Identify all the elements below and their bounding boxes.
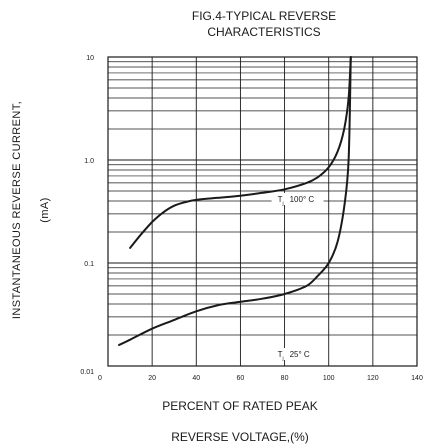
curve-tj-25c (118, 56, 352, 346)
x-tick-label: 40 (192, 375, 200, 382)
curve-label-background (271, 192, 324, 205)
curves-group: Tj 100° C Tj 25° C (118, 56, 352, 362)
x-axis-label-line-2: REVERSE VOLTAGE,(%) (171, 430, 309, 444)
curve-label-background (271, 348, 324, 361)
curve-label: Tj 100° C (278, 195, 315, 207)
x-tick-label: 80 (281, 375, 289, 382)
y-tick-label: 0.1 (84, 261, 94, 268)
y-axis-unit-label: (mA) (39, 197, 51, 222)
x-tick-label: 140 (411, 375, 423, 382)
x-tick-label: 60 (237, 375, 245, 382)
x-axis-label-line-1: PERCENT OF RATED PEAK (162, 399, 318, 413)
x-tick-label: 20 (148, 375, 156, 382)
x-tick-label: 120 (367, 375, 379, 382)
y-tick-label: 0.01 (80, 369, 94, 376)
y-tick-label: 10 (86, 55, 94, 62)
axis-ticks: 0 20 40 60 80 100 120 140 0.01 0.1 1.0 10 (80, 55, 423, 382)
x-tick-label: 100 (323, 375, 335, 382)
curve-label: Tj 25° C (278, 350, 310, 362)
y-axis-label: INSTANTANEOUS REVERSE CURRENT, (11, 101, 23, 319)
x-tick-label: 0 (98, 375, 102, 382)
y-tick-label: 1.0 (84, 158, 94, 165)
plot-area-frame (107, 56, 418, 367)
curve-tj-100c (129, 56, 352, 249)
chart-title-line-1: FIG.4-TYPICAL REVERSE (192, 9, 336, 23)
plot-grid (108, 57, 417, 366)
chart-title-line-2: CHARACTERISTICS (207, 25, 320, 39)
